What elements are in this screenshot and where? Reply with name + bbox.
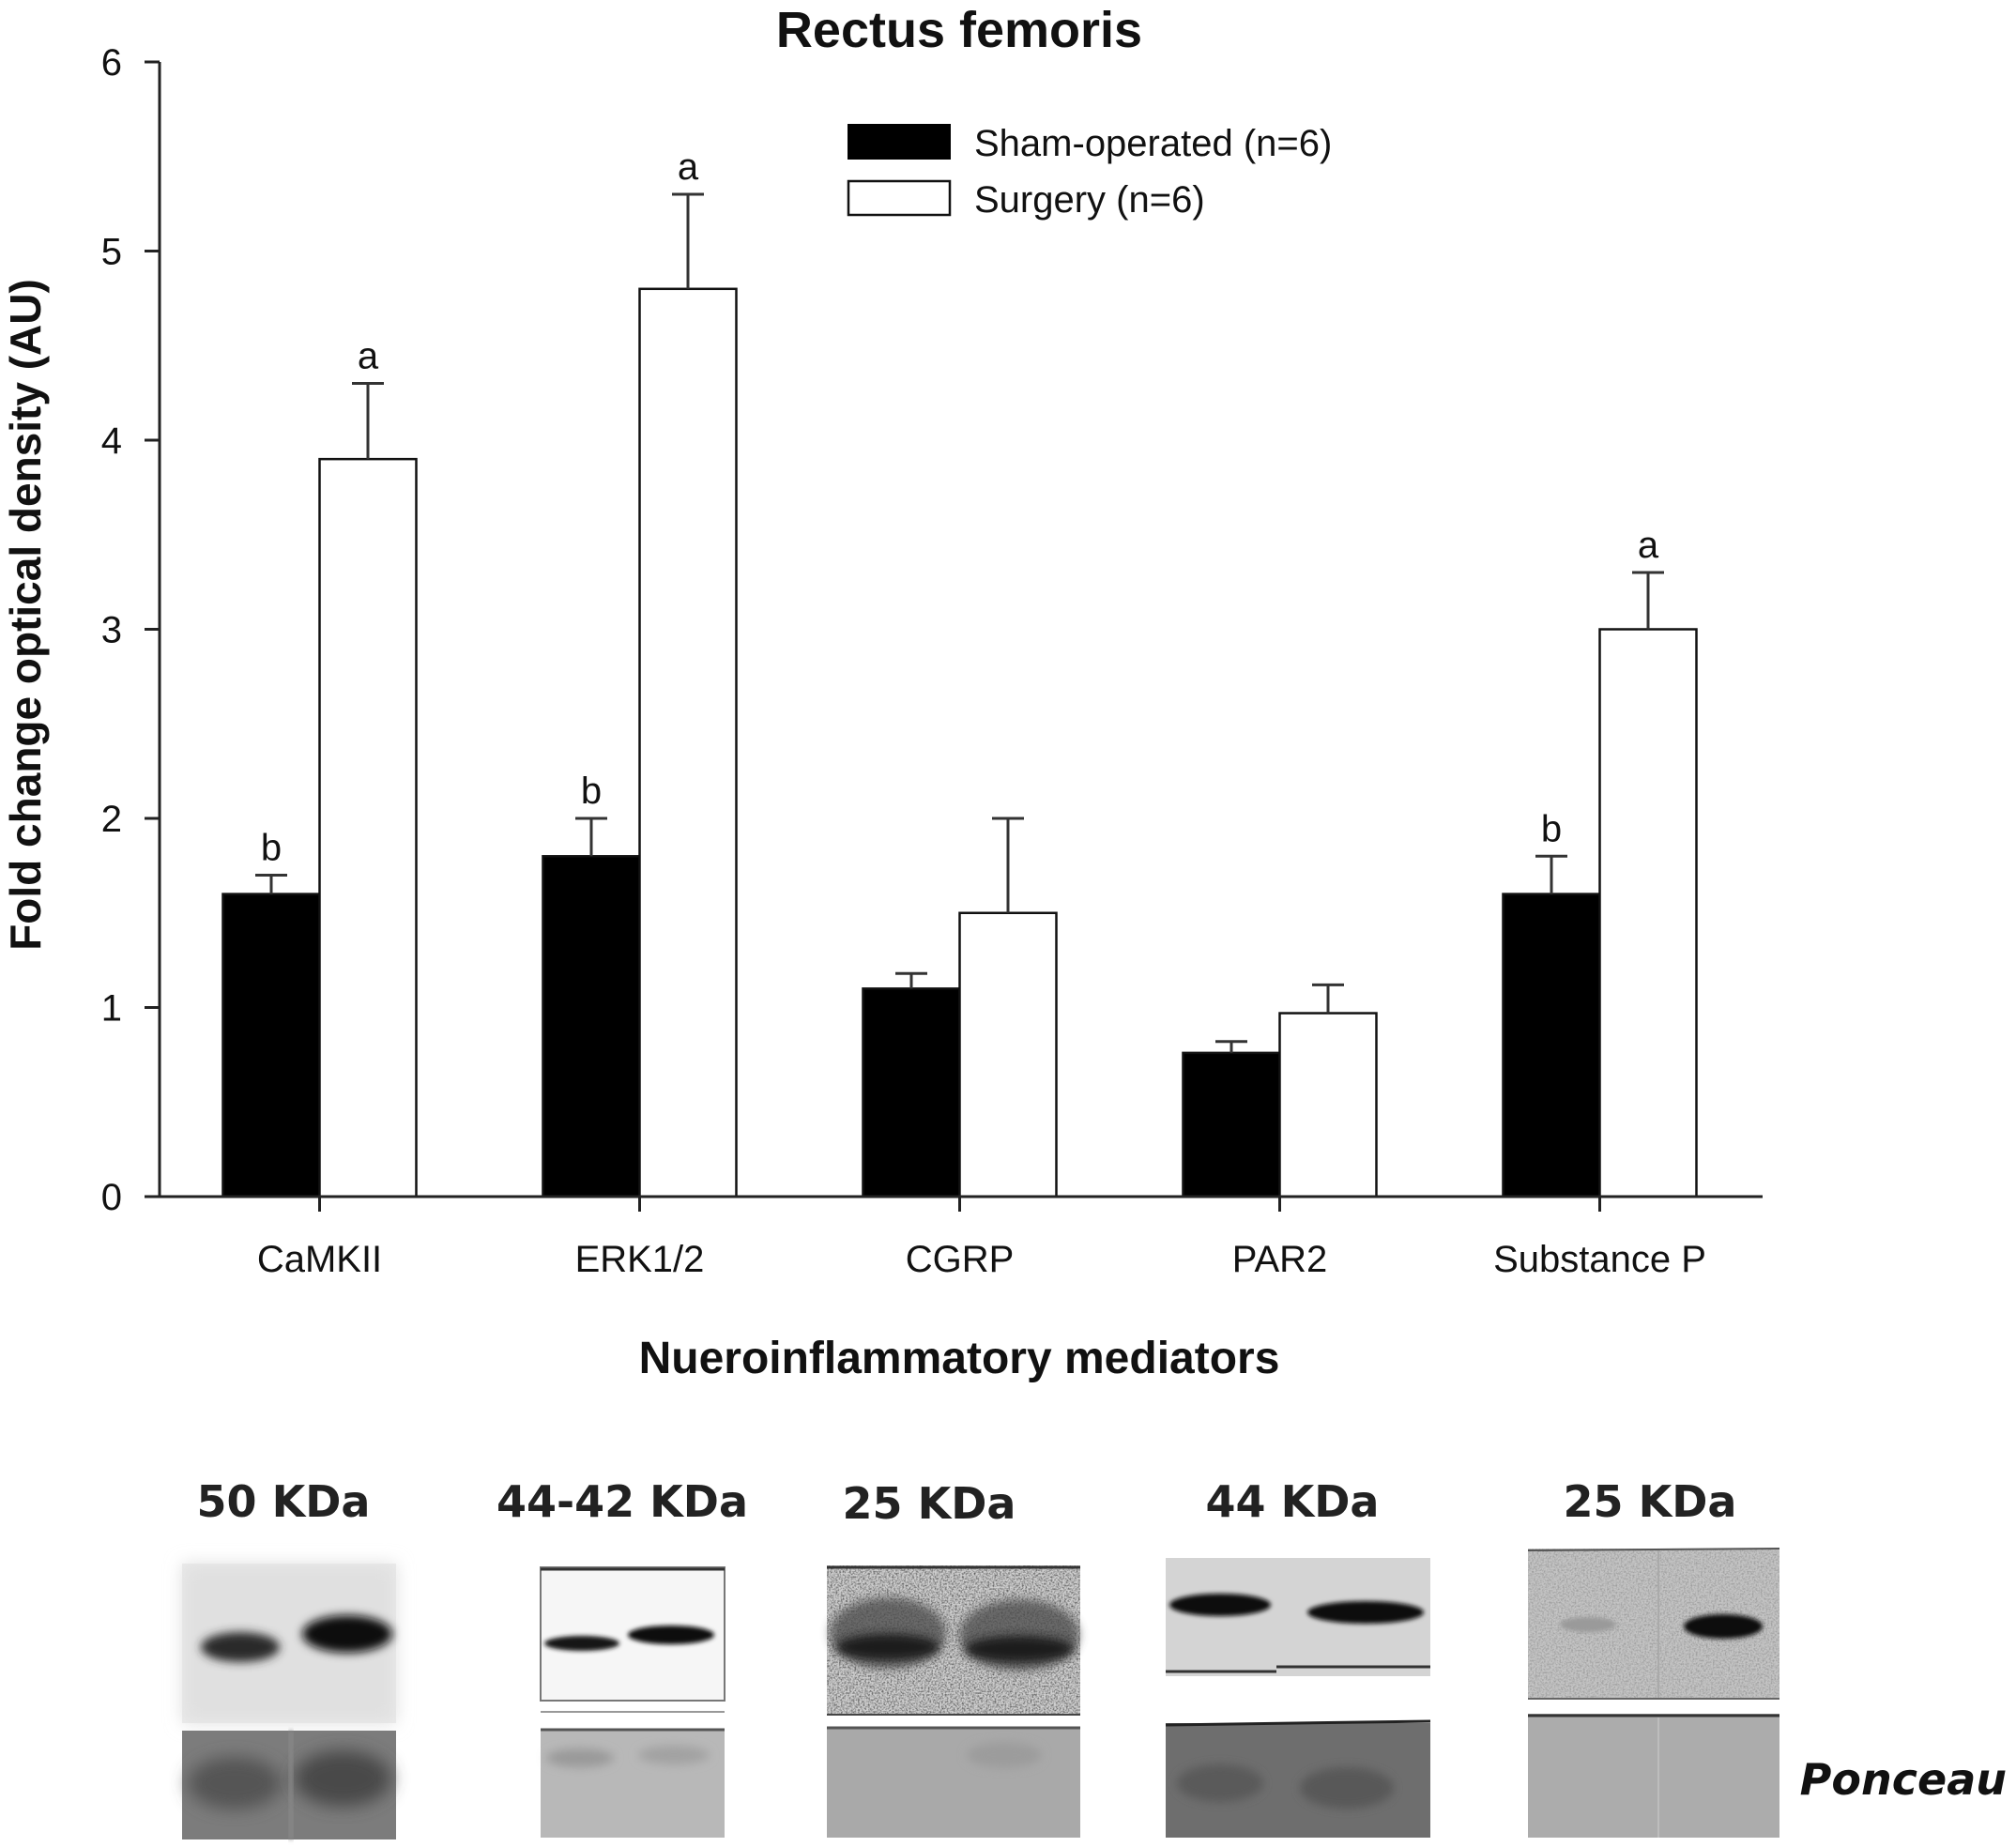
significance-label: a <box>358 336 379 377</box>
x-tick-label: PAR2 <box>1232 1239 1328 1280</box>
significance-label: b <box>261 827 282 868</box>
bar <box>542 855 641 1198</box>
blot-size-label: 44 KDa <box>1206 1476 1380 1527</box>
y-tick-label: 0 <box>101 1177 122 1218</box>
y-tick-label: 1 <box>101 988 122 1030</box>
x-axis-ticks: CaMKII ERK1/2 CGRP PAR2 Substance P <box>257 1197 1706 1280</box>
y-axis-ticks: 0 1 2 3 4 5 6 <box>101 42 160 1218</box>
blot-size-label: 50 KDa <box>197 1476 371 1527</box>
chart-title: Rectus femoris <box>776 2 1142 58</box>
y-tick-label: 6 <box>101 42 122 84</box>
legend-label-surgery: Surgery (n=6) <box>974 179 1205 221</box>
bar <box>638 287 738 1198</box>
blot-camkii <box>182 1564 396 1839</box>
blot-par2 <box>1165 1558 1431 1838</box>
bar <box>1502 893 1601 1198</box>
y-tick-label: 3 <box>101 610 122 651</box>
significance-label: b <box>1541 808 1562 849</box>
y-tick-label: 5 <box>101 232 122 273</box>
significance-label: a <box>1638 525 1659 566</box>
x-tick-label: CaMKII <box>257 1239 382 1280</box>
bar <box>958 911 1058 1198</box>
blot-erk <box>540 1566 725 1838</box>
legend-swatch-sham <box>848 124 951 160</box>
x-tick-label: ERK1/2 <box>575 1239 705 1280</box>
bar <box>221 893 321 1198</box>
x-tick-label: Substance P <box>1493 1239 1706 1280</box>
bar <box>1182 1051 1281 1198</box>
blot-size-label: 25 KDa <box>843 1478 1016 1529</box>
blot-substance-p <box>1527 1548 1780 1838</box>
x-tick-label: CGRP <box>906 1239 1015 1280</box>
y-tick-label: 2 <box>101 799 122 840</box>
bar <box>318 457 418 1198</box>
y-tick-label: 4 <box>101 420 122 462</box>
significance-label: b <box>581 771 602 812</box>
bar <box>1598 628 1698 1198</box>
x-axis-label: Nueroinflammatory mediators <box>639 1334 1280 1383</box>
significance-label: a <box>678 146 699 188</box>
legend-swatch-surgery <box>847 179 952 217</box>
bar-chart: Rectus femoris Fold change optical densi… <box>1 2 1763 1383</box>
bar <box>1278 1012 1378 1198</box>
blot-size-label: 25 KDa <box>1564 1476 1737 1527</box>
western-blots: 50 KDa 44-42 KDa 25 KDa 44 KDa 25 KDa <box>182 1476 2007 1839</box>
bars: b a b a b a <box>221 146 1698 1198</box>
y-axis-label: Fold change optical density (AU) <box>1 279 50 951</box>
blot-size-label: 44-42 KDa <box>496 1476 748 1527</box>
ponceau-label: Ponceau <box>1800 1754 2007 1805</box>
legend-label-sham: Sham-operated (n=6) <box>974 123 1332 164</box>
blot-cgrp <box>827 1565 1080 1838</box>
bar <box>862 987 961 1198</box>
legend: Sham-operated (n=6) Surgery (n=6) <box>847 123 1332 221</box>
